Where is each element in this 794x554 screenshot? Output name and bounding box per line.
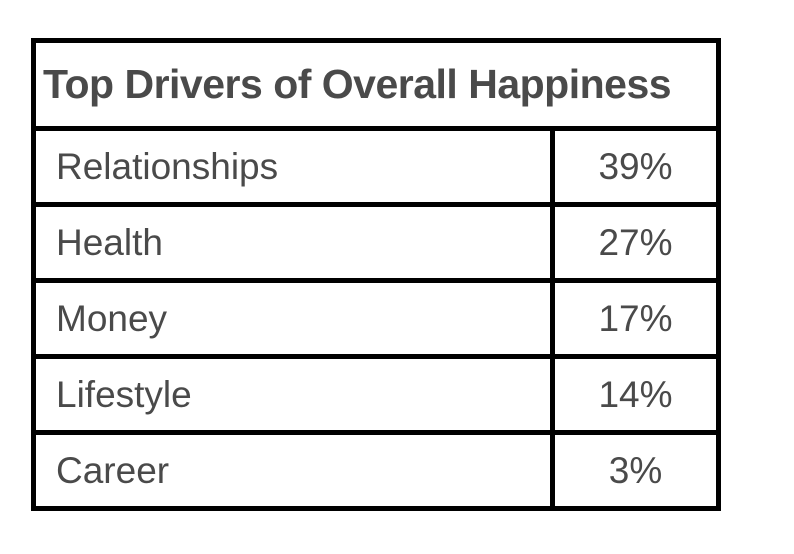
row-value: 27% [550, 202, 721, 283]
row-value: 3% [550, 430, 721, 511]
table-row-money: Money 17% [31, 278, 721, 359]
happiness-drivers-table: Top Drivers of Overall Happiness Relatio… [31, 38, 721, 511]
row-value: 39% [550, 126, 721, 207]
row-value: 17% [550, 278, 721, 359]
row-label: Lifestyle [31, 354, 555, 435]
table-row-lifestyle: Lifestyle 14% [31, 354, 721, 435]
table-row-relationships: Relationships 39% [31, 126, 721, 207]
table-title: Top Drivers of Overall Happiness [31, 38, 721, 131]
row-label: Health [31, 202, 555, 283]
row-label: Money [31, 278, 555, 359]
table-row-career: Career 3% [31, 430, 721, 511]
table-title-row: Top Drivers of Overall Happiness [31, 38, 721, 131]
table-row-health: Health 27% [31, 202, 721, 283]
row-label: Career [31, 430, 555, 511]
row-value: 14% [550, 354, 721, 435]
row-label: Relationships [31, 126, 555, 207]
